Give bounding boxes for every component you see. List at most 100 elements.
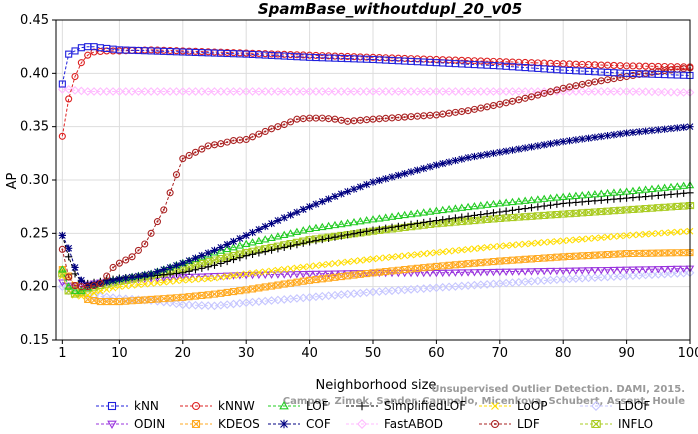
data-point-loop bbox=[464, 245, 472, 253]
data-point-odin bbox=[539, 268, 549, 276]
data-point-loop bbox=[439, 248, 447, 256]
data-point-simplifiedlof bbox=[242, 252, 250, 260]
data-point-kdeos bbox=[483, 258, 491, 266]
data-point-cof bbox=[591, 133, 599, 141]
data-point-kdeos bbox=[369, 269, 377, 277]
data-point-cof bbox=[350, 185, 358, 193]
data-point-cof bbox=[331, 192, 339, 201]
data-point-lof bbox=[330, 220, 340, 229]
data-point-fastabod bbox=[349, 87, 359, 96]
data-point-odin bbox=[501, 268, 511, 277]
data-point-loop bbox=[667, 229, 675, 236]
data-point-cof bbox=[217, 243, 225, 252]
data-point-lof bbox=[673, 182, 682, 190]
data-point-lof bbox=[419, 208, 428, 216]
data-point-odin bbox=[508, 268, 517, 276]
data-point-fastabod bbox=[102, 87, 112, 96]
data-point-lof bbox=[451, 204, 460, 212]
data-point-fastabod bbox=[222, 87, 232, 96]
data-point-loop bbox=[185, 276, 193, 284]
data-point-ldof bbox=[203, 301, 213, 311]
data-point-simplifiedlof bbox=[267, 246, 276, 254]
data-point-loop bbox=[623, 232, 630, 239]
data-point-ldof bbox=[172, 299, 181, 309]
data-point-kdeos bbox=[604, 251, 612, 259]
data-point-fastabod bbox=[184, 87, 194, 96]
data-point-lof bbox=[666, 182, 676, 191]
data-point-cof bbox=[451, 156, 460, 165]
data-point-ldof bbox=[520, 277, 530, 287]
data-point-cof bbox=[394, 171, 402, 179]
data-point-fastabod bbox=[647, 87, 657, 97]
data-point-lof bbox=[539, 194, 549, 202]
data-point-simplifiedlof bbox=[413, 219, 421, 228]
data-point-kdeos bbox=[312, 275, 320, 284]
data-point-fastabod bbox=[260, 87, 270, 96]
data-point-ldof bbox=[368, 287, 378, 297]
data-point-lof bbox=[425, 207, 435, 215]
data-point-loop bbox=[375, 254, 383, 262]
data-point-lof bbox=[400, 210, 409, 219]
data-point-ldf bbox=[344, 117, 352, 125]
data-point-odin bbox=[609, 266, 619, 275]
data-point-lof bbox=[375, 214, 384, 222]
data-point-lof bbox=[267, 233, 276, 241]
data-point-odin bbox=[635, 266, 644, 274]
data-point-cof bbox=[546, 140, 555, 148]
data-point-odin bbox=[628, 266, 638, 274]
data-point-loop bbox=[198, 275, 206, 283]
data-point-simplifiedlof bbox=[166, 270, 174, 278]
data-point-ldof bbox=[305, 292, 314, 302]
data-point-ldf bbox=[274, 123, 282, 131]
data-point-fastabod bbox=[457, 87, 467, 96]
data-point-simplifiedlof bbox=[382, 224, 390, 232]
data-point-simplifiedlof bbox=[553, 200, 561, 208]
x-tick-label: 20 bbox=[175, 346, 192, 361]
data-point-ldf bbox=[572, 82, 580, 90]
data-point-loop bbox=[179, 276, 187, 284]
data-point-loop bbox=[223, 273, 231, 280]
data-point-ldf bbox=[242, 135, 250, 144]
data-point-cof bbox=[103, 278, 111, 286]
data-point-loop bbox=[173, 277, 180, 285]
data-point-fastabod bbox=[393, 87, 403, 96]
data-point-lof bbox=[349, 217, 359, 226]
data-point-ldof bbox=[622, 271, 631, 281]
data-point-simplifiedlof bbox=[420, 218, 428, 227]
data-point-lof bbox=[235, 241, 245, 249]
data-point-cof bbox=[515, 145, 523, 153]
data-point-kdeos bbox=[248, 285, 257, 293]
data-point-fastabod bbox=[279, 87, 289, 96]
data-point-loop bbox=[318, 261, 326, 269]
legend-marker-odin bbox=[107, 420, 117, 429]
data-point-ldf bbox=[502, 99, 510, 107]
x-tick-label: 10 bbox=[111, 346, 128, 361]
data-point-odin bbox=[654, 266, 663, 274]
data-point-ldf bbox=[191, 148, 200, 156]
series-line-cof bbox=[61, 126, 691, 287]
data-point-loop bbox=[528, 240, 535, 247]
data-point-loop bbox=[604, 233, 611, 241]
data-point-ldf bbox=[261, 127, 269, 136]
data-point-kdeos bbox=[191, 292, 200, 300]
data-point-loop bbox=[261, 268, 269, 276]
y-tick-label: 0.25 bbox=[20, 226, 49, 241]
data-point-simplifiedlof bbox=[629, 194, 637, 202]
data-point-loop bbox=[325, 260, 333, 268]
data-point-cof bbox=[198, 251, 206, 260]
data-point-fastabod bbox=[495, 87, 505, 96]
data-point-fastabod bbox=[482, 87, 492, 96]
data-point-odin bbox=[476, 269, 486, 277]
data-point-lof bbox=[571, 191, 581, 199]
data-point-odin bbox=[356, 270, 365, 278]
data-point-fastabod bbox=[432, 87, 441, 96]
data-point-lof bbox=[337, 219, 346, 228]
data-point-lof bbox=[482, 200, 492, 208]
data-point-odin bbox=[444, 269, 454, 277]
data-point-fastabod bbox=[57, 84, 67, 94]
data-point-cof bbox=[325, 195, 333, 203]
data-point-loop bbox=[363, 256, 371, 264]
data-point-simplifiedlof bbox=[445, 215, 453, 223]
data-point-loop bbox=[654, 229, 662, 237]
data-point-fastabod bbox=[539, 87, 549, 96]
